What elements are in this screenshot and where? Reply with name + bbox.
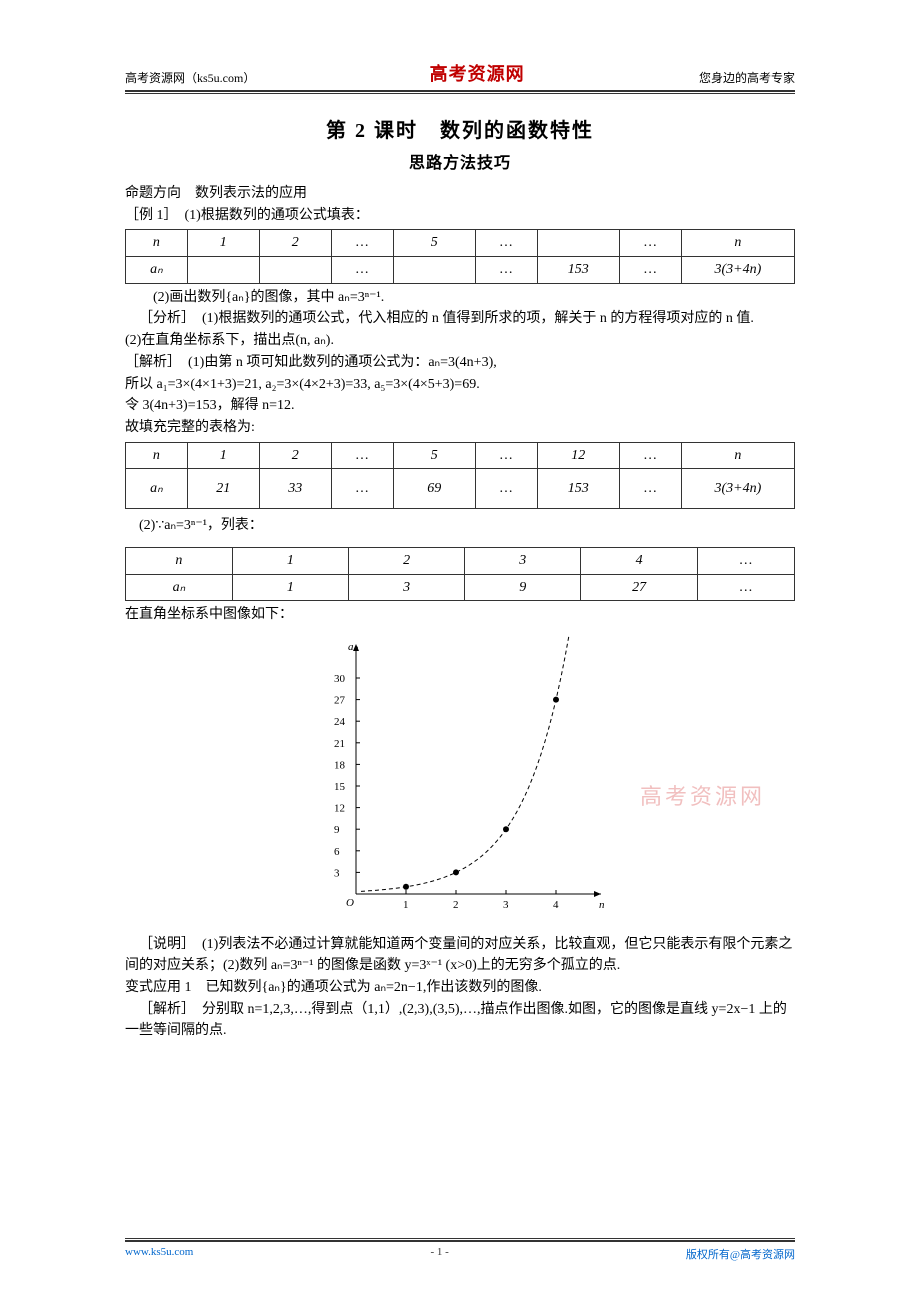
footer-rule bbox=[125, 1238, 795, 1242]
svg-text:18: 18 bbox=[334, 759, 346, 771]
header-left: 高考资源网（ks5u.com） bbox=[125, 69, 255, 86]
table-cell: … bbox=[331, 469, 393, 509]
table-cell: … bbox=[697, 574, 794, 601]
table-cell: n bbox=[126, 230, 188, 257]
table-cell: 27 bbox=[581, 574, 697, 601]
table-cell: … bbox=[697, 547, 794, 574]
footer-left: www.ks5u.com bbox=[125, 1246, 193, 1262]
footer: www.ks5u.com - 1 - 版权所有@高考资源网 bbox=[125, 1238, 795, 1262]
table-cell: n bbox=[126, 547, 233, 574]
analysis: ［分析］ (1)根据数列的通项公式，代入相应的 n 值得到所求的项，解关于 n … bbox=[125, 308, 795, 330]
table-cell: 2 bbox=[348, 547, 464, 574]
table-cell: 1 bbox=[232, 547, 348, 574]
table-cell: 21 bbox=[187, 469, 259, 509]
table-cell: 2 bbox=[259, 442, 331, 469]
svg-text:9: 9 bbox=[334, 824, 340, 836]
table-cell: aₙ bbox=[126, 257, 188, 284]
table-3: n1234…aₙ13927… bbox=[125, 547, 795, 601]
table-cell: n bbox=[681, 230, 794, 257]
table-cell: … bbox=[475, 442, 537, 469]
table-cell bbox=[259, 257, 331, 284]
example1-head: ［例 1］ (1)根据数列的通项公式填表： bbox=[125, 205, 795, 227]
solution-calc: 所以 a₁=3×(4×1+3)=21, a₂=3×(4×2+3)=33, a₅=… bbox=[125, 374, 795, 396]
svg-text:n: n bbox=[599, 899, 605, 911]
below-chart-text: 在直角坐标系中图像如下： bbox=[125, 604, 795, 626]
svg-text:24: 24 bbox=[334, 716, 346, 728]
solution-head: ［解析］ (1)由第 n 项可知此数列的通项公式为：aₙ=3(4n+3), bbox=[125, 352, 795, 374]
variant-1-solution: ［解析］ 分别取 n=1,2,3,…,得到点（1,1）,(2,3),(3,5),… bbox=[125, 999, 795, 1042]
table-cell: … bbox=[619, 230, 681, 257]
table-cell: n bbox=[126, 442, 188, 469]
solution-fill: 故填充完整的表格为: bbox=[125, 417, 795, 439]
table-cell: 153 bbox=[537, 257, 619, 284]
svg-text:21: 21 bbox=[334, 738, 345, 750]
svg-text:15: 15 bbox=[334, 781, 346, 793]
svg-text:27: 27 bbox=[334, 695, 346, 707]
svg-text:4: 4 bbox=[553, 899, 559, 911]
part2-head: (2)∵aₙ=3ⁿ⁻¹，列表： bbox=[125, 515, 795, 537]
table-cell: 2 bbox=[259, 230, 331, 257]
note: ［说明］ (1)列表法不必通过计算就能知道两个变量间的对应关系，比较直观，但它只… bbox=[125, 934, 795, 977]
page-subtitle: 思路方法技巧 bbox=[125, 149, 795, 173]
table-cell bbox=[537, 230, 619, 257]
table-cell: … bbox=[331, 230, 393, 257]
page-title: 第 2 课时 数列的函数特性 bbox=[125, 114, 795, 143]
table-cell: … bbox=[619, 469, 681, 509]
table-cell: 69 bbox=[393, 469, 475, 509]
table-1: n12…5……naₙ……153…3(3+4n) bbox=[125, 229, 795, 283]
direction-line: 命题方向 数列表示法的应用 bbox=[125, 183, 795, 205]
table-cell: 12 bbox=[537, 442, 619, 469]
header-logo: 高考资源网 bbox=[430, 60, 525, 86]
table-cell: 4 bbox=[581, 547, 697, 574]
table-cell: 153 bbox=[537, 469, 619, 509]
table-cell: 3 bbox=[465, 547, 581, 574]
table-cell: … bbox=[475, 257, 537, 284]
svg-text:6: 6 bbox=[334, 846, 340, 858]
svg-text:3: 3 bbox=[334, 867, 340, 879]
table-cell: n bbox=[681, 442, 794, 469]
table-cell: 1 bbox=[187, 230, 259, 257]
table-cell: … bbox=[619, 257, 681, 284]
chart-container: Onaₙ123436912151821242730 高考资源网 bbox=[125, 636, 795, 924]
table-cell: 5 bbox=[393, 442, 475, 469]
table-cell: 33 bbox=[259, 469, 331, 509]
table-cell: 3(3+4n) bbox=[681, 469, 794, 509]
header-rule bbox=[125, 90, 795, 94]
table-cell: … bbox=[475, 230, 537, 257]
table-2: n12…5…12…naₙ2133…69…153…3(3+4n) bbox=[125, 442, 795, 510]
table-cell: … bbox=[475, 469, 537, 509]
svg-text:1: 1 bbox=[403, 899, 409, 911]
table-cell bbox=[187, 257, 259, 284]
example1-part2: (2)画出数列{aₙ}的图像，其中 aₙ=3ⁿ⁻¹. bbox=[125, 287, 795, 309]
svg-text:O: O bbox=[346, 897, 354, 909]
table-cell: aₙ bbox=[126, 574, 233, 601]
table-cell bbox=[393, 257, 475, 284]
watermark: 高考资源网 bbox=[640, 780, 765, 814]
variant-1: 变式应用 1 已知数列{aₙ}的通项公式为 aₙ=2n−1,作出该数列的图像. bbox=[125, 977, 795, 999]
header-right: 您身边的高考专家 bbox=[699, 69, 795, 86]
footer-right: 版权所有@高考资源网 bbox=[686, 1246, 795, 1262]
table-cell: 3(3+4n) bbox=[681, 257, 794, 284]
table-cell: … bbox=[619, 442, 681, 469]
table-cell: … bbox=[331, 257, 393, 284]
table-cell: 9 bbox=[465, 574, 581, 601]
table-cell: 3 bbox=[348, 574, 464, 601]
footer-page-number: - 1 - bbox=[430, 1246, 448, 1262]
solution-eq: 令 3(4n+3)=153，解得 n=12. bbox=[125, 395, 795, 417]
table-cell: aₙ bbox=[126, 469, 188, 509]
svg-text:aₙ: aₙ bbox=[348, 641, 359, 653]
svg-text:2: 2 bbox=[453, 899, 459, 911]
svg-text:3: 3 bbox=[503, 899, 509, 911]
svg-text:30: 30 bbox=[334, 673, 346, 685]
sequence-chart: Onaₙ123436912151821242730 bbox=[310, 636, 610, 916]
table-cell: … bbox=[331, 442, 393, 469]
table-cell: 1 bbox=[232, 574, 348, 601]
svg-text:12: 12 bbox=[334, 803, 345, 815]
table-cell: 5 bbox=[393, 230, 475, 257]
analysis-2: (2)在直角坐标系下，描出点(n, aₙ). bbox=[125, 330, 795, 352]
table-cell: 1 bbox=[187, 442, 259, 469]
